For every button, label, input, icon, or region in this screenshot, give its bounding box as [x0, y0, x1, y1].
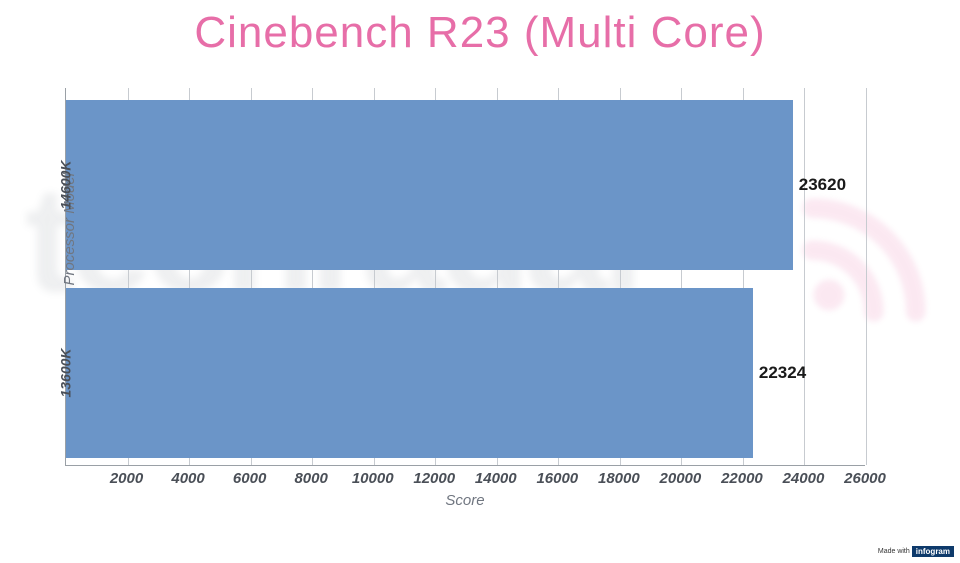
x-tick-label: 14000	[475, 470, 517, 487]
x-tick-label: 22000	[721, 470, 763, 487]
gridline	[866, 88, 867, 465]
x-tick-label: 4000	[171, 470, 204, 487]
x-tick-label: 10000	[352, 470, 394, 487]
infogram-badge[interactable]: Made with infogram	[878, 546, 954, 557]
x-tick-label: 18000	[598, 470, 640, 487]
x-tick-label: 20000	[660, 470, 702, 487]
chart-container: techradar 2362022324 Processor Model Sco…	[65, 88, 931, 478]
badge-brand: infogram	[912, 546, 954, 557]
bar	[66, 100, 793, 270]
category-label: 13600K	[58, 348, 74, 397]
chart-title: Cinebench R23 (Multi Core)	[0, 0, 960, 58]
category-label: 14600K	[58, 160, 74, 209]
badge-prefix: Made with	[878, 548, 910, 555]
gridline	[804, 88, 805, 465]
x-tick-label: 26000	[844, 470, 886, 487]
x-tick-label: 8000	[294, 470, 327, 487]
x-tick-label: 24000	[783, 470, 825, 487]
x-tick-label: 2000	[110, 470, 143, 487]
x-axis-label: Score	[445, 492, 484, 509]
x-tick-label: 12000	[413, 470, 455, 487]
bar	[66, 288, 753, 458]
plot-area: 23620 22324	[65, 88, 865, 466]
bar-value-label: 22324	[759, 363, 806, 383]
x-tick-label: 16000	[536, 470, 578, 487]
x-tick-label: 6000	[233, 470, 266, 487]
bar-value-label: 23620	[799, 175, 846, 195]
